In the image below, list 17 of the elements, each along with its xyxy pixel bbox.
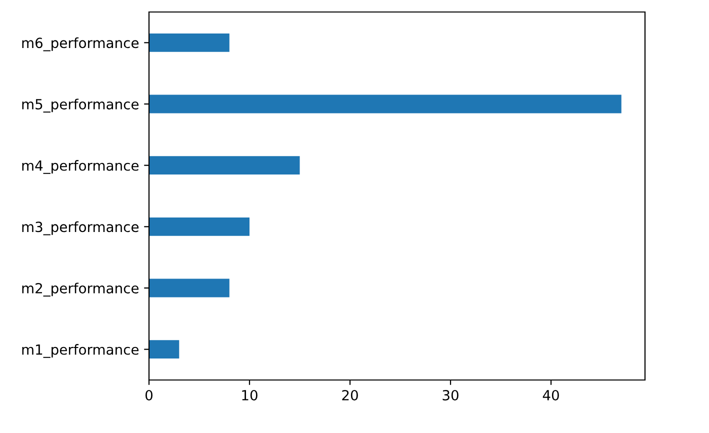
bar [149, 217, 250, 236]
bar [149, 278, 230, 298]
x-tick-label: 0 [145, 390, 152, 400]
y-tick-label: m1_performance [22, 344, 139, 358]
x-tick-label: 40 [542, 390, 559, 400]
y-tick-label: m5_performance [22, 98, 139, 113]
y-tick-label: m2_performance [22, 282, 139, 297]
x-tick-label: 20 [342, 390, 358, 400]
y-tick-label: m4_performance [22, 160, 139, 174]
bar [149, 340, 180, 359]
y-tick-label: m6_performance [22, 37, 139, 52]
x-tick-label: 10 [242, 390, 258, 400]
x-tick-label: 30 [442, 390, 458, 400]
y-tick-label: m3_performance [22, 221, 139, 236]
bar [149, 94, 622, 114]
bar [149, 33, 230, 52]
bar [149, 156, 300, 175]
